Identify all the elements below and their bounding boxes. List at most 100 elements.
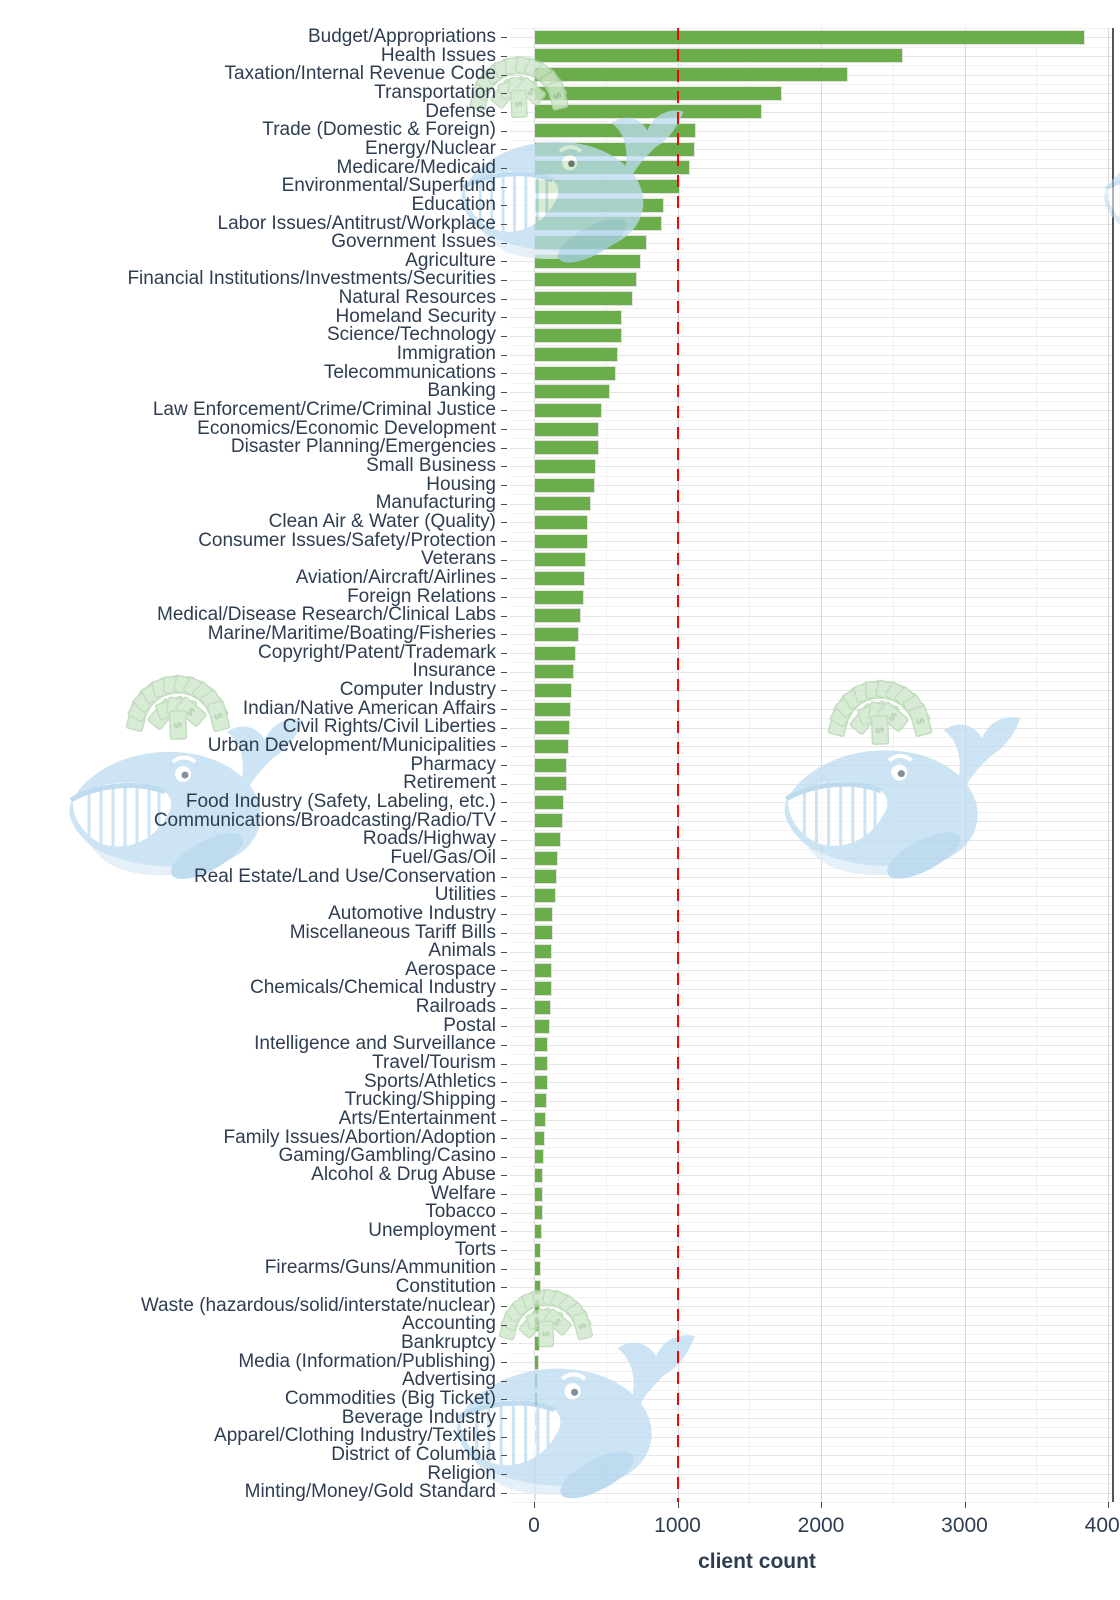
y-axis-label: Government Issues [331,231,496,253]
h-gridline-major [510,149,1113,151]
bar-real-estate-land-use-conservation [534,869,557,885]
y-axis-tick [501,354,507,356]
y-axis-label: Immigration [396,343,496,365]
y-axis-tick [501,1119,507,1121]
h-gridline-minor [510,737,1113,738]
h-gridline-major [510,709,1113,711]
y-axis-tick [501,1380,507,1382]
y-axis-tick [501,1007,507,1009]
h-gridline-minor [510,1278,1113,1280]
bar-consumer-issues-safety-protection [534,533,588,549]
bar-financial-institutions-investments-securities [534,272,637,288]
y-axis-tick [501,559,507,561]
y-axis-tick [501,410,507,412]
y-axis-label: Accounting [401,1313,496,1335]
bar-retirement [534,776,567,792]
h-gridline-minor [510,718,1113,720]
y-axis-tick [501,765,507,766]
y-axis-tick [501,205,507,207]
y-axis-tick [501,1343,507,1345]
y-axis-label: Family Issues/Abortion/Adoption [223,1126,496,1148]
h-gridline-major [510,820,1113,822]
bar-housing [534,477,596,493]
y-axis-label: Consumer Issues/Safety/Protection [198,529,496,551]
y-axis-label: Utilities [434,884,496,906]
h-gridline-major [510,1268,1113,1270]
money-watermark-right [828,680,932,744]
y-axis-tick [501,1026,507,1028]
bar-intelligence-and-surveillance [534,1037,549,1053]
bar-immigration [534,347,618,363]
y-axis-tick [501,783,507,785]
h-gridline-major [510,1100,1113,1102]
y-axis-label: Animals [428,940,496,962]
y-axis-tick [501,485,507,487]
h-gridline-minor [510,699,1113,701]
y-axis-label: Fuel/Gas/Oil [390,846,496,868]
h-gridline-minor [510,102,1113,104]
h-gridline-major [510,503,1113,505]
y-axis-tick [501,858,507,860]
h-gridline-minor [510,1184,1113,1186]
bar-gaming-gambling-casino [534,1149,544,1165]
x-axis-tick-label: 2000 [797,1514,845,1537]
y-axis-tick [501,914,507,916]
x-axis-tick-label: 4000 [1084,1514,1120,1537]
y-axis-label: Welfare [430,1182,496,1204]
bar-law-enforcement-crime-criminal-justice [534,402,603,418]
y-axis-tick [501,1231,507,1233]
y-axis-tick [501,895,507,897]
h-gridline-major [510,1138,1113,1140]
y-axis-tick [501,1063,507,1065]
h-gridline-minor [510,587,1113,589]
y-axis-label: Manufacturing [375,492,496,514]
y-axis-label: Financial Institutions/Investments/Secur… [127,268,496,290]
bar-accounting [534,1317,541,1333]
h-gridline-minor [510,643,1113,645]
bar-economics-economic-development [534,421,599,437]
x-axis-tick [964,1502,966,1508]
h-gridline-minor [510,1091,1113,1093]
reference-line-1000 [676,28,679,1502]
y-axis-label: Defense [425,100,496,122]
y-axis-label: Travel/Tourism [372,1052,496,1074]
bar-education [534,197,664,213]
bar-science-technology [534,328,622,344]
y-axis-label: Education [411,193,496,215]
bar-aerospace [534,962,552,978]
h-gridline-major [510,261,1113,263]
h-gridline-major [510,1119,1113,1121]
h-gridline-major [510,55,1113,57]
v-gridline-minor [1036,28,1038,1502]
y-axis-tick [501,1324,507,1326]
h-gridline-minor [510,121,1113,123]
y-axis-label: Chemicals/Chemical Industry [249,977,496,999]
y-axis-label: Health Issues [380,44,496,66]
x-axis-tick-label: 1000 [654,1514,701,1537]
h-gridline-minor [510,139,1113,141]
h-gridline-minor [510,1203,1113,1205]
y-axis-tick [501,317,507,319]
y-axis-label: Homeland Security [335,305,496,327]
h-gridline-minor [510,662,1113,664]
y-axis-tick [501,820,507,822]
h-gridline-minor [510,345,1113,347]
bar-small-business [534,458,596,474]
bar-postal [534,1018,550,1034]
bar-telecommunications [534,365,616,381]
y-axis-label: Indian/Native American Affairs [242,697,496,719]
y-axis-label: Labor Issues/Antitrust/Workplace [217,212,496,234]
y-axis-tick [501,279,507,281]
y-axis-tick [501,1082,507,1084]
h-gridline-major [510,205,1113,207]
h-gridline-minor [510,1054,1113,1056]
bar-foreign-relations [534,589,585,605]
y-axis-tick [501,391,507,393]
bar-environmental-superfund [534,179,681,195]
h-gridline-minor [510,830,1113,832]
bar-disaster-planning-emergencies [534,440,599,456]
h-gridline-minor [510,569,1113,571]
